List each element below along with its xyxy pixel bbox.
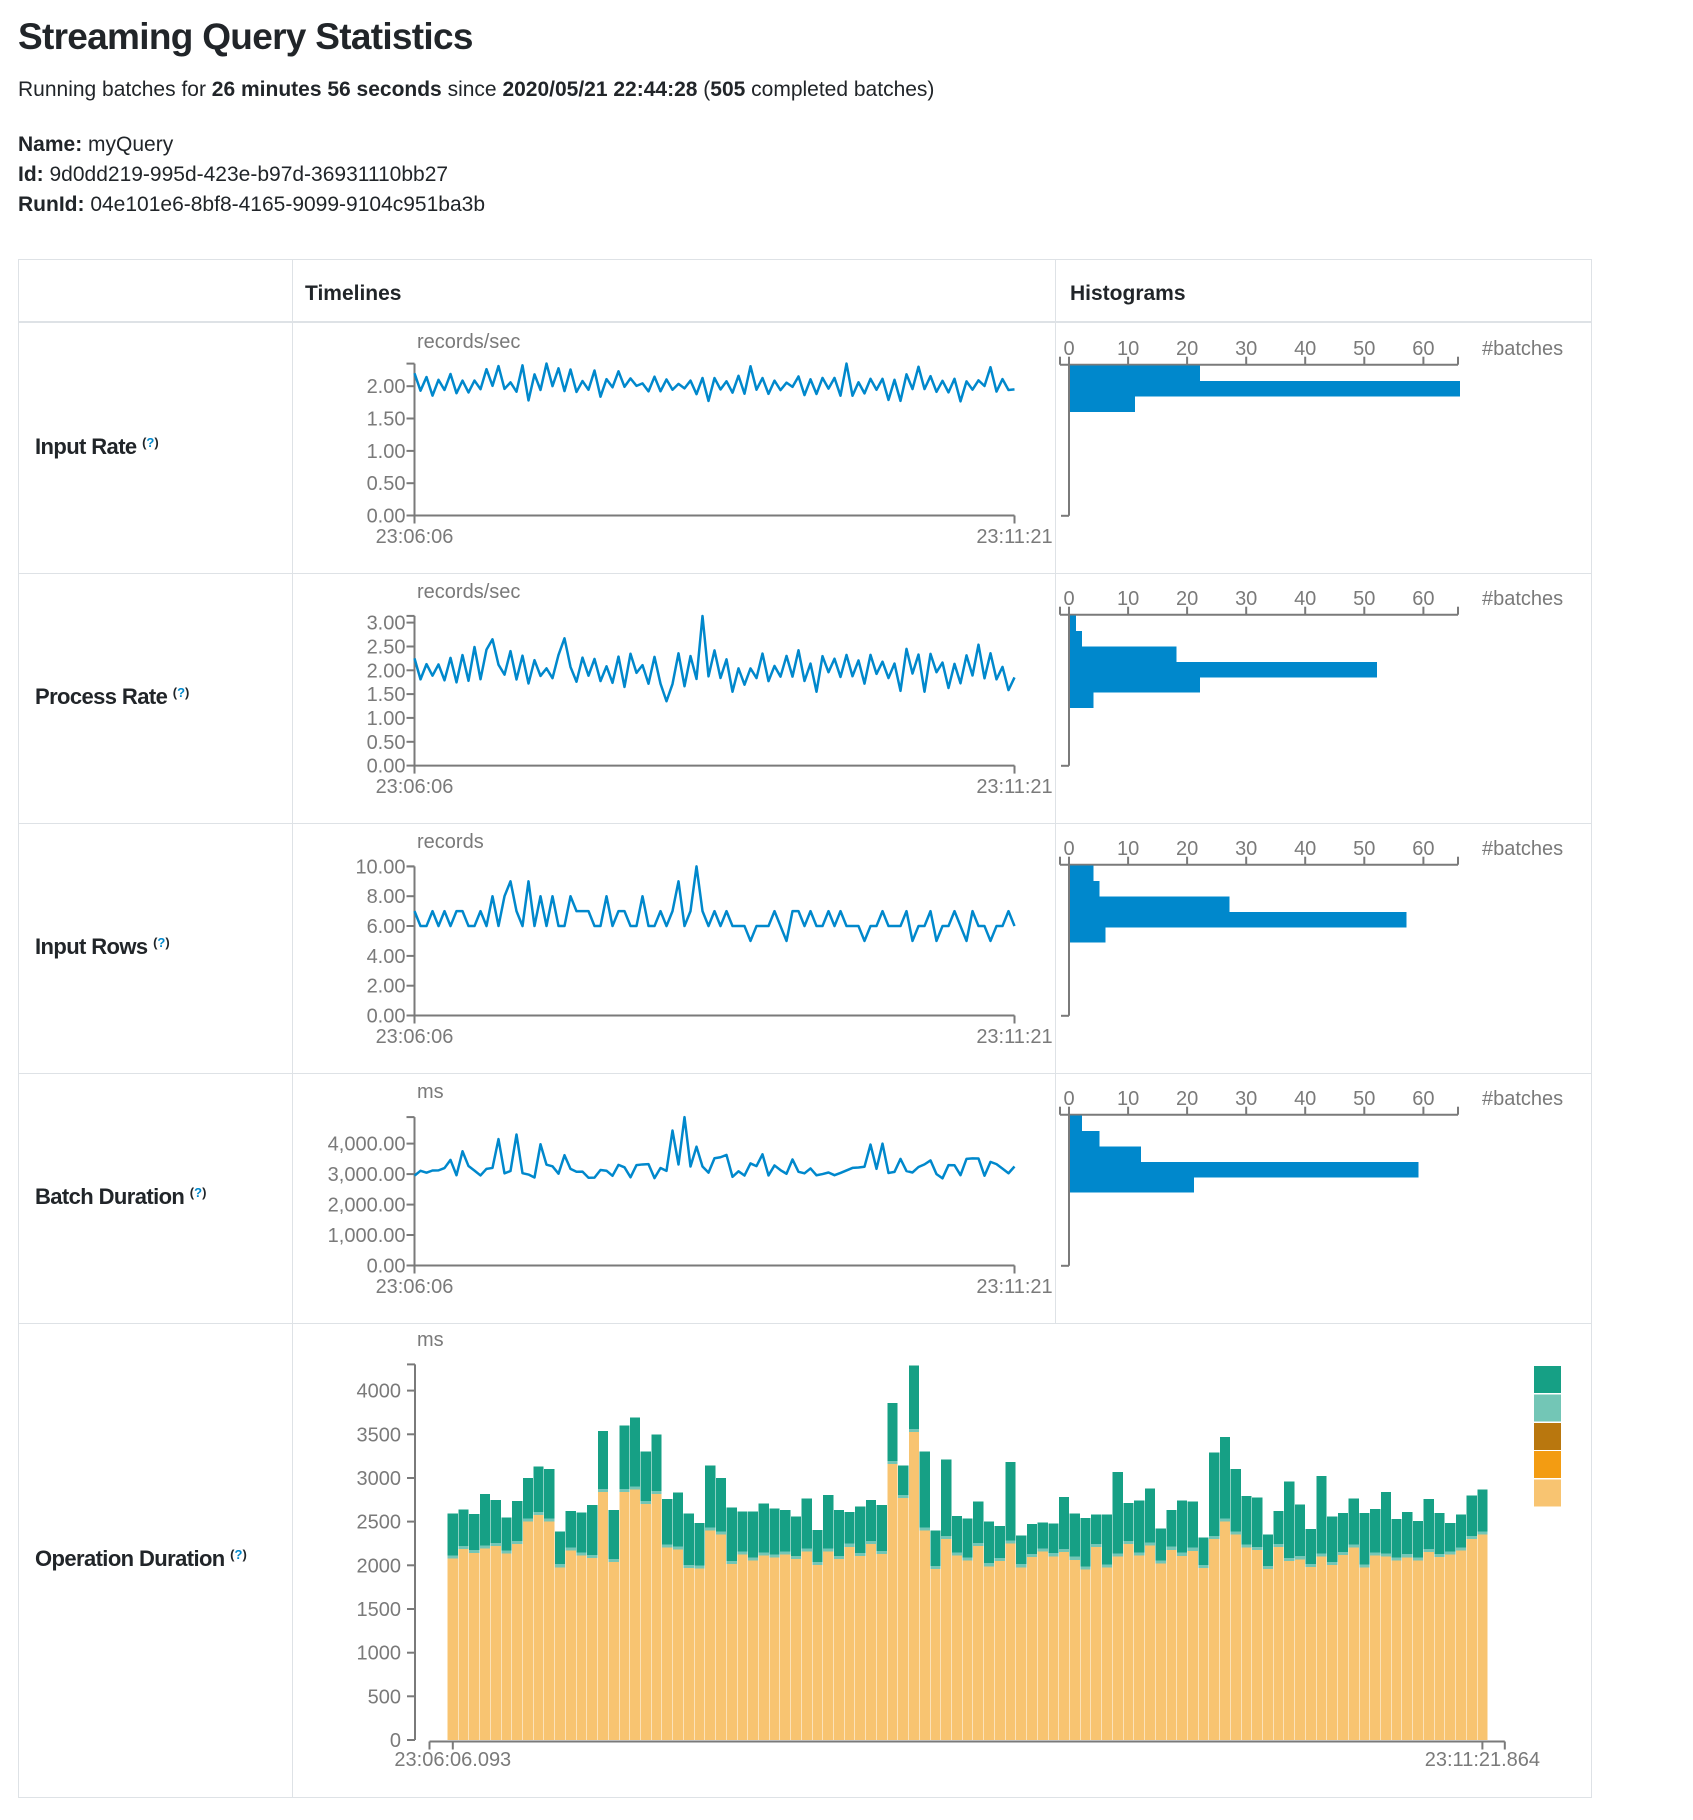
- svg-text:0.50: 0.50: [367, 732, 406, 754]
- svg-text:20: 20: [1176, 1088, 1198, 1110]
- svg-text:23:06:06: 23:06:06: [376, 526, 454, 548]
- svg-text:records/sec: records/sec: [417, 581, 520, 603]
- svg-text:23:11:21: 23:11:21: [976, 1026, 1052, 1048]
- svg-text:1,000.00: 1,000.00: [328, 1225, 406, 1247]
- svg-text:records: records: [417, 831, 484, 853]
- svg-text:0: 0: [1063, 838, 1074, 860]
- svg-text:23:06:06: 23:06:06: [376, 776, 454, 798]
- svg-text:2.50: 2.50: [367, 637, 406, 659]
- svg-text:0.50: 0.50: [367, 473, 406, 495]
- svg-text:40: 40: [1294, 588, 1316, 610]
- svg-text:30: 30: [1235, 338, 1257, 360]
- svg-text:40: 40: [1294, 338, 1316, 360]
- svg-text:23:11:21: 23:11:21: [976, 1276, 1052, 1298]
- svg-text:4000: 4000: [357, 1381, 402, 1403]
- svg-text:ms: ms: [417, 1329, 444, 1351]
- svg-text:50: 50: [1353, 838, 1375, 860]
- svg-text:23:06:06: 23:06:06: [376, 1026, 454, 1048]
- svg-text:8.00: 8.00: [367, 886, 406, 908]
- svg-text:500: 500: [368, 1686, 401, 1708]
- svg-text:3,000.00: 3,000.00: [328, 1164, 406, 1186]
- svg-text:60: 60: [1412, 1088, 1434, 1110]
- svg-text:30: 30: [1235, 588, 1257, 610]
- svg-text:60: 60: [1412, 338, 1434, 360]
- svg-text:30: 30: [1235, 1088, 1257, 1110]
- svg-text:0: 0: [1063, 588, 1074, 610]
- svg-text:10: 10: [1117, 838, 1139, 860]
- svg-text:2000: 2000: [357, 1555, 402, 1577]
- svg-text:50: 50: [1353, 1088, 1375, 1110]
- svg-text:23:11:21: 23:11:21: [976, 776, 1052, 798]
- svg-text:23:06:06.093: 23:06:06.093: [394, 1749, 511, 1771]
- svg-text:60: 60: [1412, 838, 1434, 860]
- svg-text:records/sec: records/sec: [417, 331, 520, 353]
- svg-text:#batches: #batches: [1482, 338, 1563, 360]
- svg-text:#batches: #batches: [1482, 588, 1563, 610]
- svg-text:40: 40: [1294, 838, 1316, 860]
- svg-text:1.50: 1.50: [367, 409, 406, 431]
- svg-text:2.00: 2.00: [367, 976, 406, 998]
- svg-text:3000: 3000: [357, 1468, 402, 1490]
- svg-text:1.50: 1.50: [367, 684, 406, 706]
- svg-text:60: 60: [1412, 588, 1434, 610]
- svg-text:20: 20: [1176, 588, 1198, 610]
- svg-text:0: 0: [1063, 1088, 1074, 1110]
- svg-text:2500: 2500: [357, 1512, 402, 1534]
- svg-text:0.00: 0.00: [367, 756, 406, 778]
- svg-text:50: 50: [1353, 588, 1375, 610]
- svg-text:10: 10: [1117, 588, 1139, 610]
- svg-text:1.00: 1.00: [367, 708, 406, 730]
- svg-text:1500: 1500: [357, 1599, 402, 1621]
- svg-text:1000: 1000: [357, 1643, 402, 1665]
- svg-text:20: 20: [1176, 838, 1198, 860]
- svg-text:50: 50: [1353, 338, 1375, 360]
- svg-text:0.00: 0.00: [367, 506, 406, 528]
- svg-text:0: 0: [390, 1730, 401, 1752]
- svg-text:2.00: 2.00: [367, 376, 406, 398]
- svg-text:4.00: 4.00: [367, 946, 406, 968]
- svg-text:0.00: 0.00: [367, 1256, 406, 1278]
- svg-text:40: 40: [1294, 1088, 1316, 1110]
- svg-text:0: 0: [1063, 338, 1074, 360]
- svg-text:4,000.00: 4,000.00: [328, 1134, 406, 1156]
- svg-text:23:11:21: 23:11:21: [976, 526, 1052, 548]
- svg-text:1.00: 1.00: [367, 441, 406, 463]
- svg-text:10.00: 10.00: [355, 856, 405, 878]
- svg-text:10: 10: [1117, 1088, 1139, 1110]
- svg-text:ms: ms: [417, 1081, 444, 1103]
- svg-text:6.00: 6.00: [367, 916, 406, 938]
- svg-text:10: 10: [1117, 338, 1139, 360]
- svg-text:30: 30: [1235, 838, 1257, 860]
- svg-text:3.00: 3.00: [367, 613, 406, 635]
- svg-text:0.00: 0.00: [367, 1006, 406, 1028]
- svg-text:20: 20: [1176, 338, 1198, 360]
- svg-text:23:11:21.864: 23:11:21.864: [1425, 1749, 1540, 1771]
- svg-text:#batches: #batches: [1482, 1088, 1563, 1110]
- svg-text:23:06:06: 23:06:06: [376, 1276, 454, 1298]
- svg-text:2,000.00: 2,000.00: [328, 1195, 406, 1217]
- svg-text:3500: 3500: [357, 1424, 402, 1446]
- svg-text:2.00: 2.00: [367, 660, 406, 682]
- svg-text:#batches: #batches: [1482, 838, 1563, 860]
